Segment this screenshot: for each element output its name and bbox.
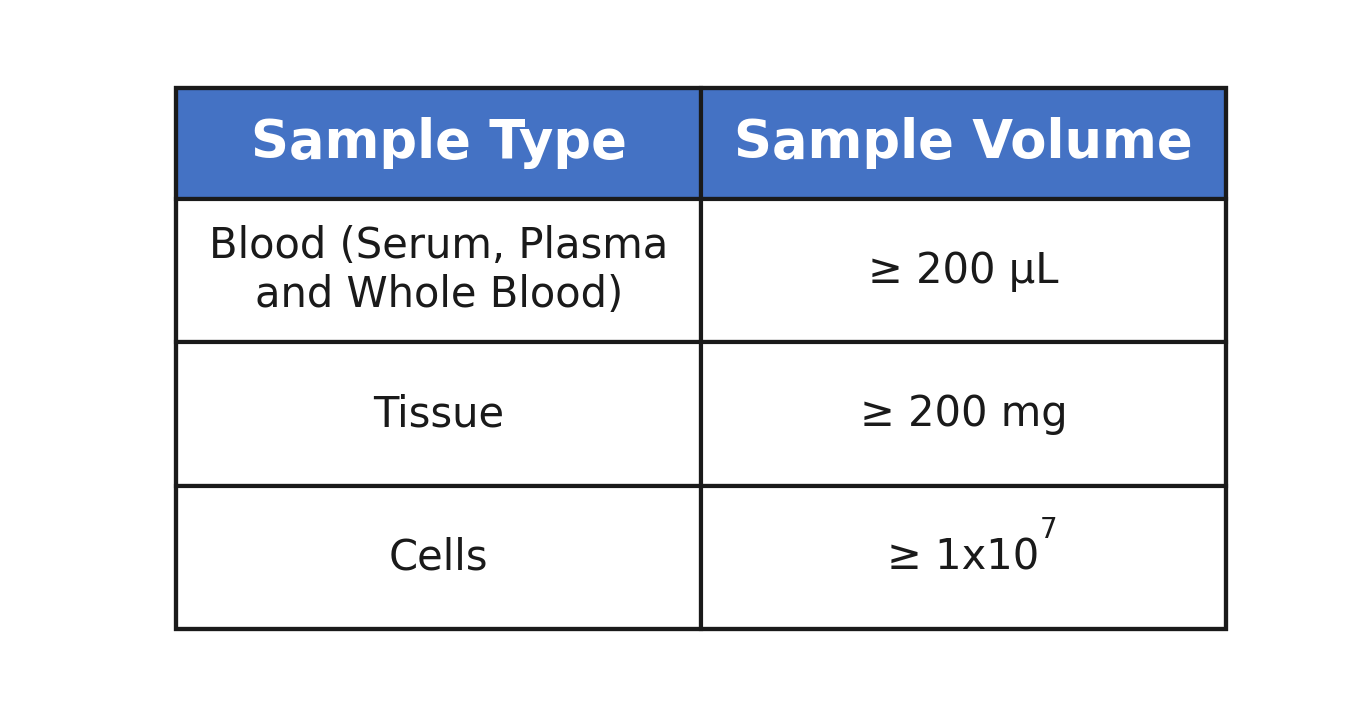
Bar — [176, 199, 700, 342]
Text: ≥ 200 μL: ≥ 200 μL — [869, 250, 1059, 292]
Bar — [700, 88, 1226, 199]
Bar — [700, 486, 1226, 629]
Text: ≥ 1x10: ≥ 1x10 — [888, 537, 1040, 579]
Text: Tissue: Tissue — [373, 393, 505, 435]
Text: Sample Volume: Sample Volume — [735, 117, 1193, 170]
Text: Sample Type: Sample Type — [250, 117, 627, 170]
Bar — [700, 199, 1226, 342]
Bar — [176, 486, 700, 629]
Text: Cells: Cells — [389, 537, 488, 579]
Text: ≥ 200 mg: ≥ 200 mg — [859, 393, 1067, 435]
Bar — [176, 88, 700, 199]
Bar — [700, 342, 1226, 486]
Text: 7: 7 — [1040, 515, 1057, 544]
Text: Blood (Serum, Plasma
and Whole Blood): Blood (Serum, Plasma and Whole Blood) — [209, 225, 669, 316]
Bar — [176, 342, 700, 486]
